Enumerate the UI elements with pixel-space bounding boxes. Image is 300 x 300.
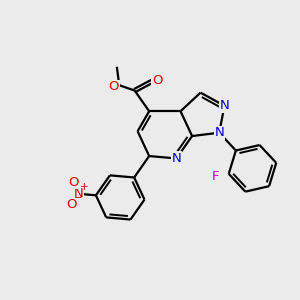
Text: O: O xyxy=(109,80,119,93)
Text: O: O xyxy=(152,74,163,87)
Text: +: + xyxy=(80,182,89,192)
Text: N: N xyxy=(73,187,83,200)
Text: F: F xyxy=(212,170,220,183)
Text: −: − xyxy=(74,193,83,203)
Text: O: O xyxy=(69,176,79,188)
Text: N: N xyxy=(172,152,181,165)
Text: N: N xyxy=(214,126,224,139)
Text: O: O xyxy=(67,198,77,211)
Text: N: N xyxy=(220,99,229,112)
